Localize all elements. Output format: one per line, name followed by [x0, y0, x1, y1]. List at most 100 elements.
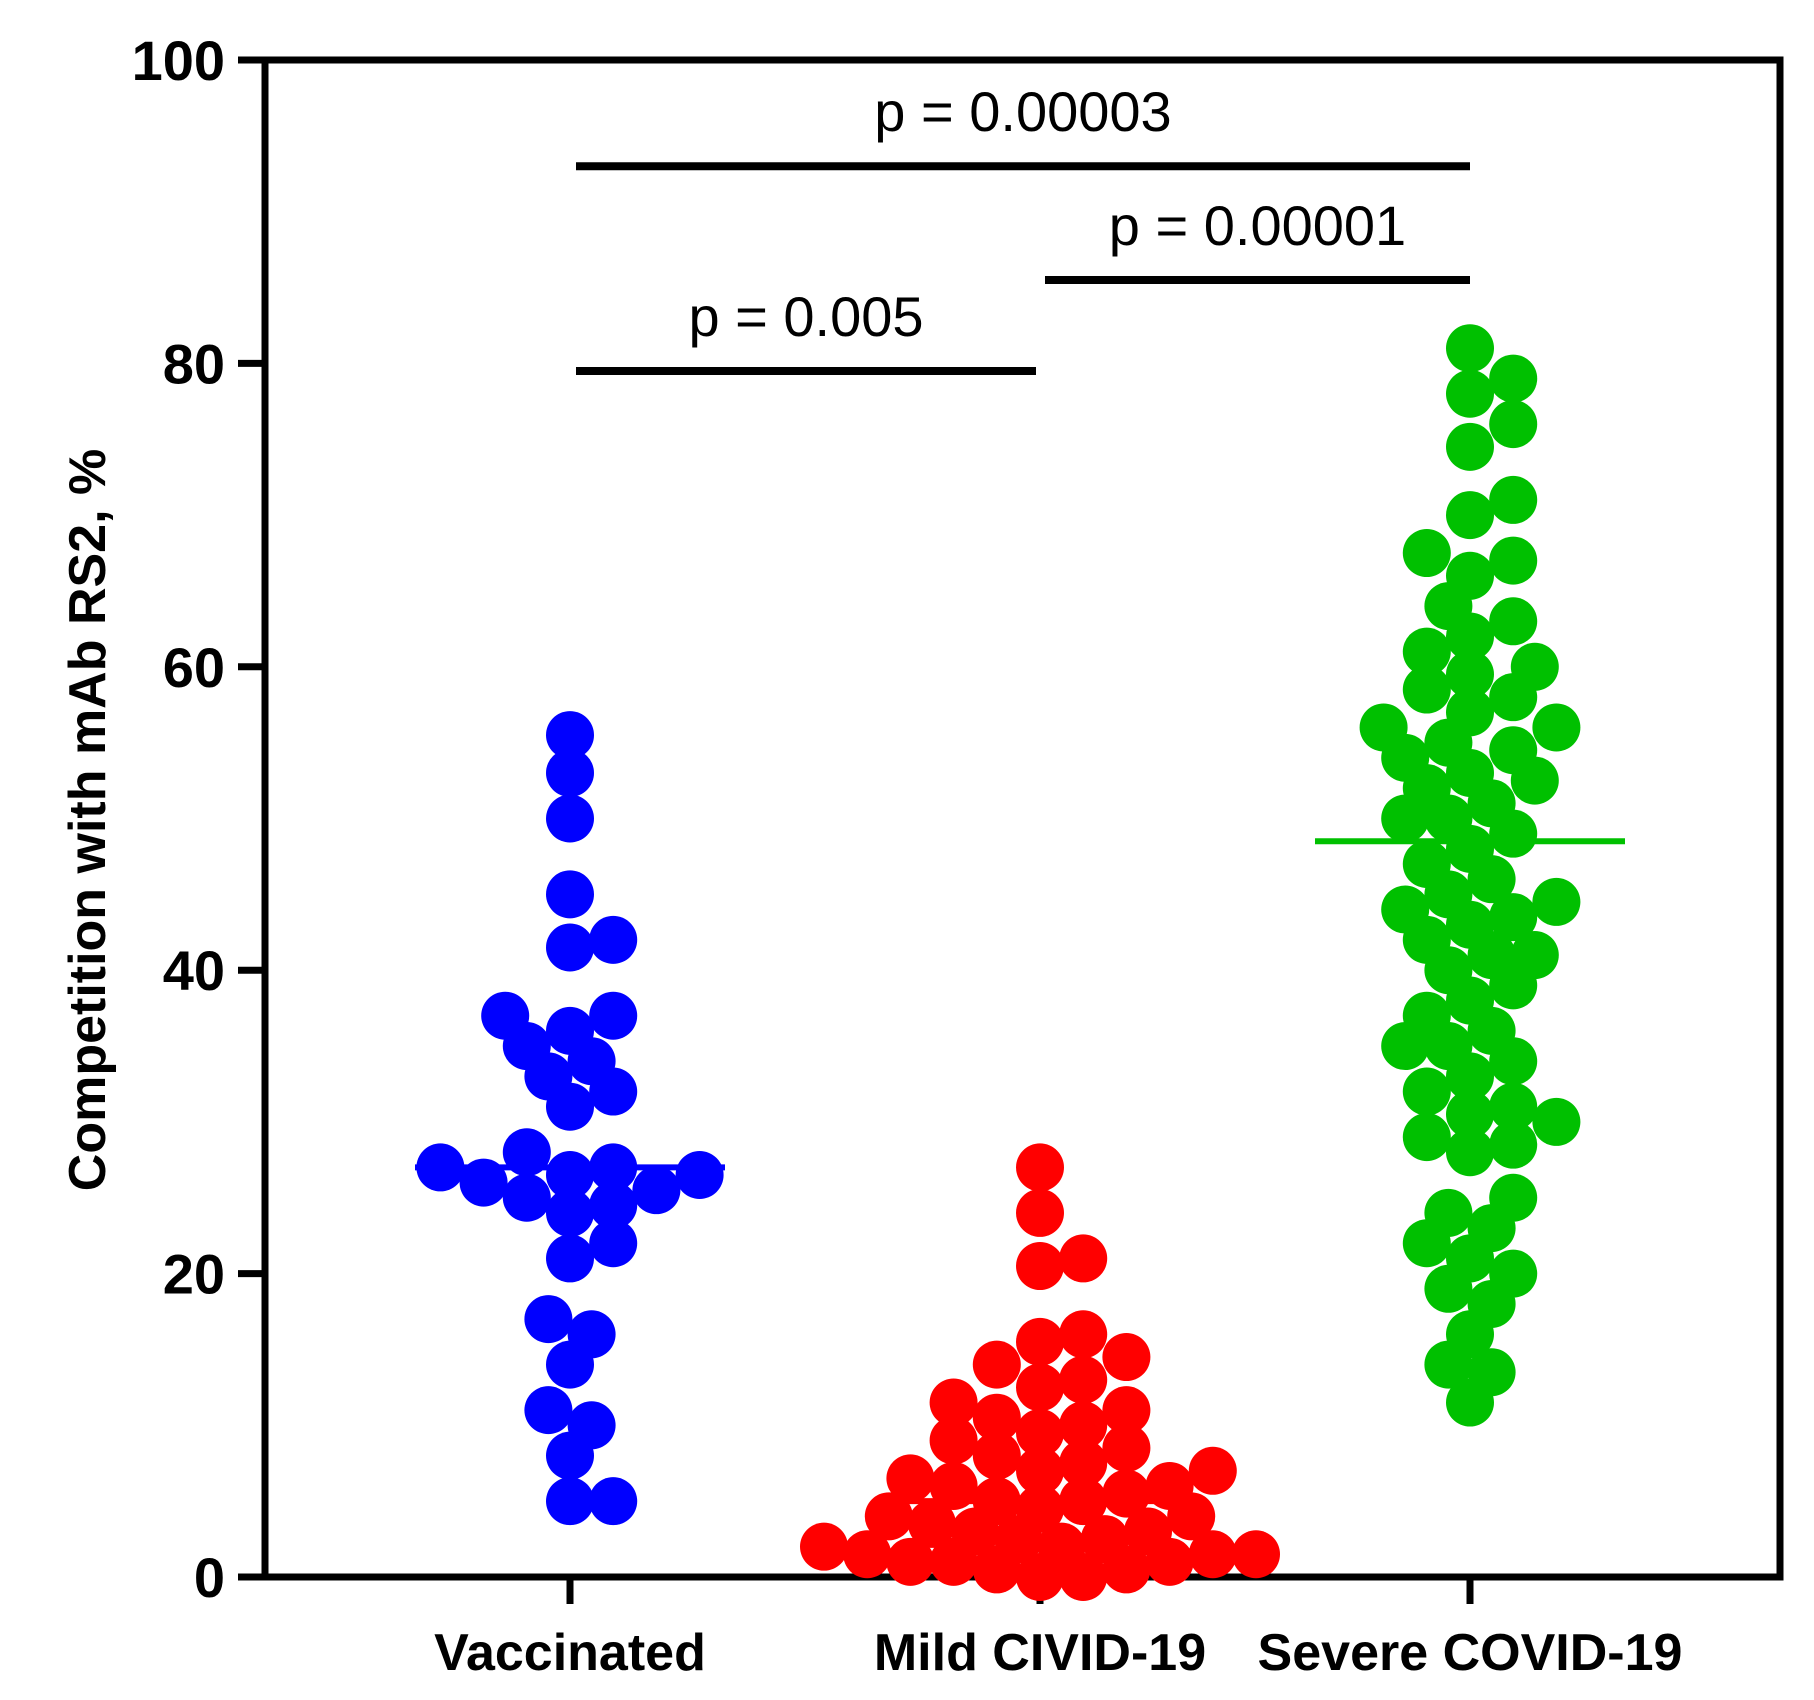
data-point — [1446, 688, 1494, 737]
data-point — [972, 1393, 1021, 1442]
data-point — [524, 1295, 573, 1344]
y-tick-label: 60 — [163, 636, 225, 699]
data-points — [416, 324, 1581, 1601]
data-point — [546, 870, 594, 919]
data-point — [1059, 1234, 1108, 1283]
data-point — [1402, 840, 1451, 889]
data-point — [1016, 1408, 1064, 1457]
data-point — [1402, 1067, 1451, 1116]
data-point — [1532, 877, 1581, 926]
data-point — [1059, 1439, 1108, 1488]
significance-bars: p = 0.00003 p = 0.00001 p = 0.005 — [576, 80, 1470, 375]
data-point — [1446, 491, 1494, 540]
data-point — [1102, 1386, 1151, 1435]
p-value-label: p = 0.00003 — [874, 80, 1171, 143]
data-point — [1016, 1188, 1064, 1237]
data-point — [972, 1340, 1021, 1389]
data-point — [1446, 422, 1494, 471]
data-point — [1489, 1082, 1538, 1131]
data-point — [1489, 726, 1538, 775]
data-point — [546, 1188, 594, 1237]
data-point — [502, 1173, 551, 1222]
data-point — [459, 1158, 508, 1207]
data-point — [1037, 1522, 1086, 1571]
data-point — [1016, 1143, 1064, 1192]
x-tick-label: Mild CIVID-19 — [874, 1624, 1206, 1682]
data-point — [1489, 400, 1538, 449]
data-point — [1016, 1363, 1064, 1412]
x-axis: Vaccinated Mild CIVID-19 Severe COVID-19 — [434, 1577, 1682, 1682]
data-point — [1489, 1120, 1538, 1169]
data-point — [1489, 597, 1538, 646]
data-point — [1489, 354, 1538, 403]
data-point — [929, 1378, 978, 1427]
data-point — [1188, 1530, 1237, 1579]
data-point — [1510, 931, 1559, 980]
data-point — [929, 1461, 978, 1510]
data-point — [1532, 703, 1581, 752]
data-point — [1016, 1242, 1064, 1291]
data-point — [1016, 1446, 1064, 1495]
data-point — [546, 794, 594, 843]
data-point — [1102, 1333, 1151, 1382]
data-point — [1080, 1515, 1129, 1564]
data-point — [1489, 893, 1538, 942]
data-point — [1489, 475, 1538, 524]
data-point — [546, 1477, 594, 1526]
data-point — [1446, 1128, 1494, 1177]
data-point — [546, 711, 594, 760]
data-point — [1402, 991, 1451, 1040]
data-point — [589, 1477, 638, 1526]
x-tick-label: Severe COVID-19 — [1258, 1624, 1683, 1682]
data-point — [481, 991, 530, 1040]
data-point — [1016, 1317, 1064, 1366]
data-point — [908, 1499, 956, 1548]
data-point — [546, 1150, 594, 1199]
data-point — [1402, 1113, 1451, 1162]
data-point — [1381, 885, 1430, 934]
data-point — [1059, 1355, 1108, 1404]
data-point — [972, 1431, 1021, 1480]
data-point — [1446, 369, 1494, 418]
data-point — [1232, 1530, 1280, 1579]
data-point — [1446, 650, 1494, 699]
data-point — [589, 1219, 638, 1268]
data-point — [1145, 1461, 1194, 1510]
p-value-label: p = 0.005 — [688, 285, 923, 348]
data-point — [1188, 1446, 1237, 1495]
data-point — [567, 1401, 616, 1450]
y-tick-label: 80 — [163, 332, 225, 395]
data-point — [502, 1128, 551, 1177]
data-point — [524, 1386, 573, 1435]
data-point — [589, 991, 638, 1040]
data-point — [800, 1522, 848, 1571]
data-point — [1102, 1469, 1151, 1518]
data-point — [1402, 627, 1451, 676]
median-lines — [415, 838, 1625, 1505]
data-point — [1510, 642, 1559, 691]
y-axis: 0 20 40 60 80 100 — [132, 29, 265, 1609]
data-point — [1424, 1188, 1473, 1237]
data-point — [929, 1416, 978, 1465]
data-point — [1467, 1348, 1516, 1397]
data-point — [1532, 1097, 1581, 1146]
data-point — [546, 1006, 594, 1055]
data-point — [1489, 536, 1538, 585]
data-point — [1102, 1424, 1151, 1473]
data-point — [589, 1181, 638, 1230]
data-point — [1446, 324, 1494, 373]
data-point — [632, 1166, 681, 1215]
data-point — [675, 1150, 724, 1199]
data-point — [567, 1310, 616, 1359]
data-point — [864, 1492, 913, 1541]
data-point — [886, 1454, 935, 1503]
data-point — [1016, 1484, 1064, 1533]
data-point — [843, 1530, 892, 1579]
data-point — [546, 748, 594, 797]
y-tick-label: 100 — [132, 29, 225, 92]
data-point — [1446, 551, 1494, 600]
y-tick-label: 0 — [194, 1546, 225, 1609]
data-point — [1059, 1310, 1108, 1359]
data-point — [546, 923, 594, 972]
